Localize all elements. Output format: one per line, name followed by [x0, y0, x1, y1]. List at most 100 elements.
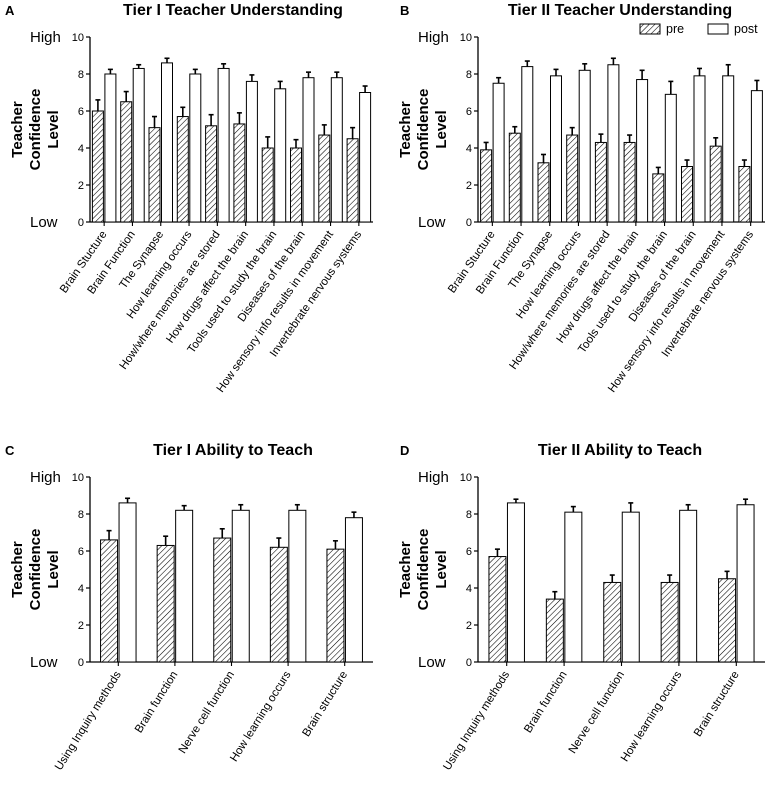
panel-d: D Tier II Ability to Teach TeacherConfiden… [397, 442, 765, 773]
y-high-label: High [30, 29, 61, 46]
y-axis-label-line: Confidence [27, 529, 44, 611]
bar-pre [346, 138, 359, 223]
y-tick-label: 6 [78, 546, 84, 558]
bar-post [189, 73, 202, 223]
bar-pre [120, 101, 133, 223]
panel-title: Tier I Ability to Teach [153, 442, 313, 459]
y-tick-label: 4 [466, 143, 472, 155]
y-tick-label: 8 [78, 509, 84, 521]
bar-pre [545, 598, 564, 663]
y-tick-label: 8 [78, 69, 84, 81]
bar-post [564, 511, 583, 663]
category-label: Brain structure [692, 669, 742, 739]
bar-pre [681, 166, 693, 223]
bar-post [344, 517, 363, 663]
bar-post [288, 509, 307, 663]
y-tick-label: 2 [78, 180, 84, 192]
bar-pre [566, 134, 579, 223]
bar-post [679, 509, 698, 663]
y-tick-label: 10 [72, 32, 84, 44]
bar-pre [718, 578, 737, 663]
y-tick-label: 4 [466, 583, 472, 595]
panel-letter: C [5, 443, 15, 458]
panel-letter: A [5, 3, 15, 18]
bar-pre [508, 132, 521, 223]
bar-post [578, 69, 591, 223]
bar-post [118, 502, 137, 663]
panel-b: B Tier II Teacher Understanding TeacherCon… [397, 2, 765, 395]
y-high-label: High [418, 29, 449, 46]
bar-post [636, 79, 649, 223]
panel-letter: B [400, 3, 409, 18]
y-tick-label: 0 [78, 657, 84, 669]
category-label: Using Inquiry methods [441, 669, 512, 773]
bar-pre [738, 166, 751, 223]
y-tick-label: 0 [466, 657, 472, 669]
y-axis-label: TeacherConfidenceLevel [397, 89, 450, 171]
bar-post [506, 502, 525, 663]
bar-pre [148, 127, 161, 223]
y-axis-label-line: Teacher [9, 541, 26, 598]
y-low-label: Low [30, 654, 58, 671]
bar-pre [537, 162, 550, 223]
bar-post [693, 75, 706, 223]
bar-pre [100, 539, 119, 663]
y-tick-label: 4 [78, 143, 84, 155]
bar-post [175, 509, 194, 663]
bar-post [359, 92, 372, 223]
bar-pre [709, 145, 722, 223]
y-tick-label: 0 [78, 217, 84, 229]
bar-pre [603, 581, 622, 663]
panel-title: Tier II Teacher Understanding [508, 2, 732, 19]
y-tick-label: 4 [78, 583, 84, 595]
bar-post [750, 90, 763, 223]
category-label: Using Inquiry methods [53, 669, 124, 773]
bar-pre [290, 147, 302, 223]
y-high-label: High [418, 469, 449, 486]
y-tick-label: 10 [460, 32, 472, 44]
bar-pre [480, 149, 493, 223]
y-tick-label: 2 [466, 180, 472, 192]
panel-title: Tier I Teacher Understanding [123, 2, 343, 19]
bar-post [621, 511, 640, 663]
y-tick-label: 6 [78, 106, 84, 118]
bar-pre [261, 147, 274, 223]
bar-post [231, 509, 250, 663]
panel-title: Tier II Ability to Teach [538, 442, 702, 459]
y-low-label: Low [418, 654, 446, 671]
bar-pre [213, 537, 232, 663]
y-tick-label: 8 [466, 509, 472, 521]
category-label: How learning occurs [619, 669, 685, 764]
y-axis-label-line: Confidence [415, 529, 432, 611]
bar-pre [652, 173, 665, 223]
bar-post [245, 80, 258, 223]
bar-pre [660, 581, 679, 663]
y-axis-label-line: Level [433, 110, 450, 148]
panel-c: C Tier I Ability to Teach TeacherConfidenc… [5, 442, 373, 773]
y-tick-label: 8 [466, 69, 472, 81]
y-tick-label: 10 [460, 472, 472, 484]
y-tick-label: 6 [466, 106, 472, 118]
y-axis-label: TeacherConfidenceLevel [397, 529, 450, 611]
bar-post [161, 62, 173, 223]
category-label: Brain function [133, 669, 180, 735]
bar-pre [176, 116, 189, 223]
y-tick-label: 6 [466, 546, 472, 558]
category-label: How learning occurs [228, 669, 294, 764]
y-high-label: High [30, 469, 61, 486]
bar-pre [156, 544, 175, 663]
bar-post [132, 67, 145, 223]
category-label: Nerve cell function [177, 669, 237, 756]
bar-pre [318, 134, 331, 223]
y-axis-label-line: Level [433, 550, 450, 588]
y-axis-label-line: Confidence [415, 89, 432, 171]
y-axis-label-line: Teacher [397, 101, 414, 158]
bar-post [736, 504, 755, 663]
legend-label-pre: pre [666, 22, 684, 36]
bar-post [104, 73, 117, 223]
bar-post [550, 75, 562, 223]
bar-post [722, 75, 735, 223]
bar-pre [594, 141, 607, 223]
category-label: Brain function [522, 669, 569, 735]
